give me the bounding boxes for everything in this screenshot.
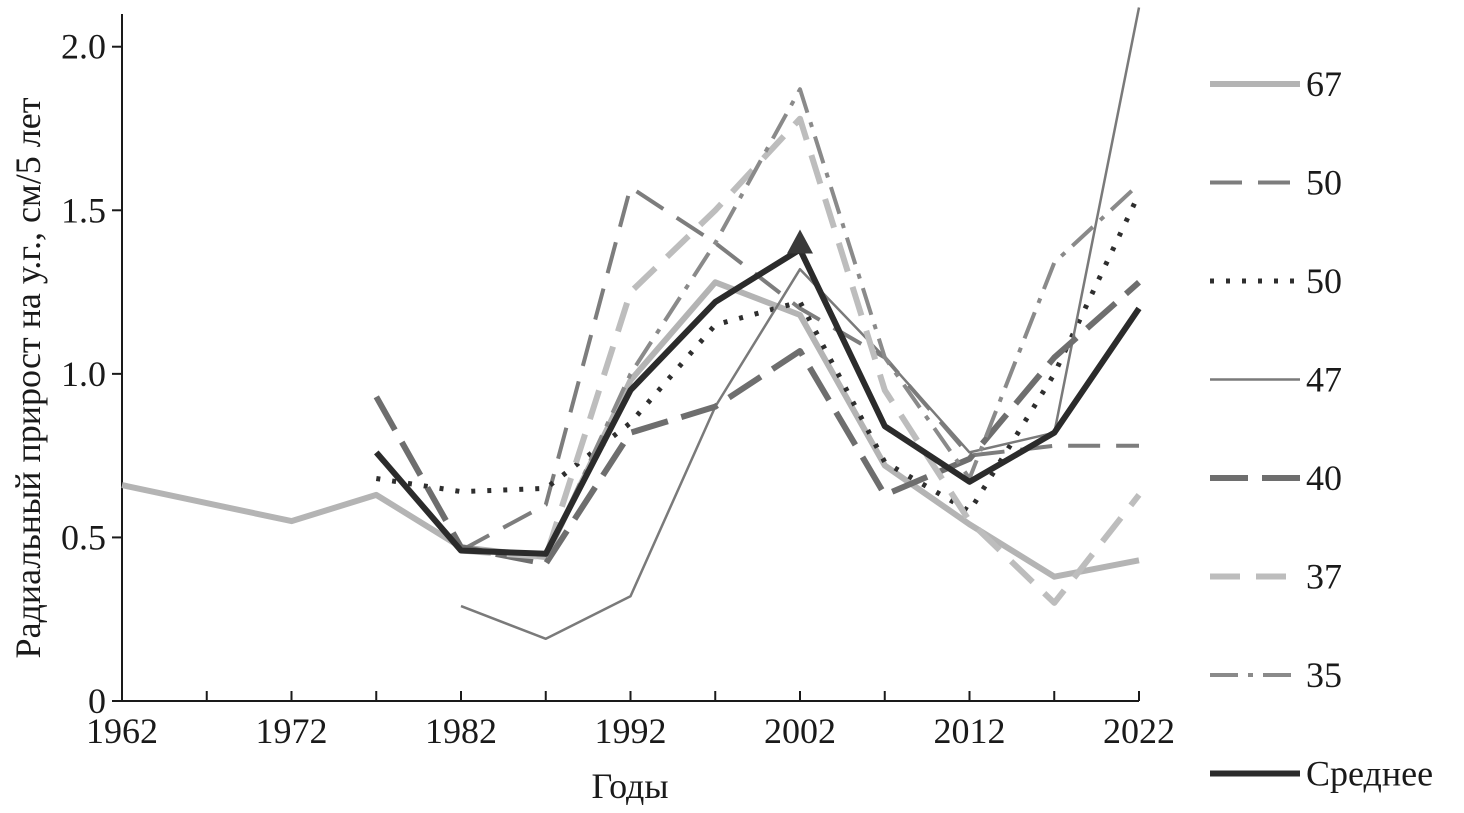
series-lines [121, 7, 1142, 641]
y-axis-title: Радиальный прирост на у.г., см/5 лет [8, 97, 48, 658]
legend-item-3: 47 [1210, 360, 1342, 400]
y-axis-ticks: 0 0.5 1.0 1.5 2.0 [61, 27, 122, 721]
series-line-7 [374, 246, 1142, 557]
chart-axes: 0 0.5 1.0 1.5 2.0 1962 1972 1982 1992 2002 2012 20… [61, 14, 1175, 751]
legend-label: 40 [1306, 458, 1342, 498]
x-tick-label: 1982 [425, 711, 497, 751]
series-line-5 [460, 115, 1142, 606]
legend-label: 50 [1306, 163, 1342, 203]
x-axis-ticks: 1962 1972 1982 1992 2002 2012 2022 [86, 691, 1175, 751]
legend-label: 47 [1306, 360, 1342, 400]
legend-label: 50 [1306, 261, 1342, 301]
x-tick-label: 2012 [934, 711, 1006, 751]
series-line-3 [460, 7, 1141, 641]
legend-item-2: 50 [1210, 261, 1342, 301]
y-tick-label: 1.0 [61, 354, 106, 394]
legend-label: 67 [1306, 64, 1342, 104]
y-tick-label: 0.5 [61, 517, 106, 557]
series-line-4 [373, 280, 1141, 567]
x-axis-title: Годы [591, 766, 668, 806]
legend-item-1: 50 [1210, 163, 1342, 203]
legend-item-4: 40 [1210, 458, 1342, 498]
y-tick-label: 2.0 [61, 27, 106, 67]
annotations [787, 229, 813, 254]
x-tick-label: 2022 [1103, 711, 1175, 751]
legend: 67 50 50 47 40 37 35 Среднее [1210, 64, 1433, 794]
legend-item-6: 35 [1210, 655, 1342, 695]
legend-item-5: 37 [1210, 557, 1342, 597]
x-tick-label: 1992 [595, 711, 667, 751]
x-tick-label: 1972 [256, 711, 328, 751]
x-tick-label: 1962 [86, 711, 158, 751]
legend-label: 35 [1306, 655, 1342, 695]
legend-item-7: Среднее [1210, 754, 1433, 794]
y-tick-label: 1.5 [61, 190, 106, 230]
peak-triangle-marker [787, 229, 813, 254]
series-line-0 [121, 279, 1140, 580]
x-tick-label: 2002 [764, 711, 836, 751]
series-line-6 [543, 87, 1141, 558]
series-line-2 [375, 192, 1142, 514]
y-tick-label: 0 [88, 681, 106, 721]
legend-item-0: 67 [1210, 64, 1342, 104]
legend-label: Среднее [1306, 754, 1433, 794]
legend-label: 37 [1306, 557, 1342, 597]
